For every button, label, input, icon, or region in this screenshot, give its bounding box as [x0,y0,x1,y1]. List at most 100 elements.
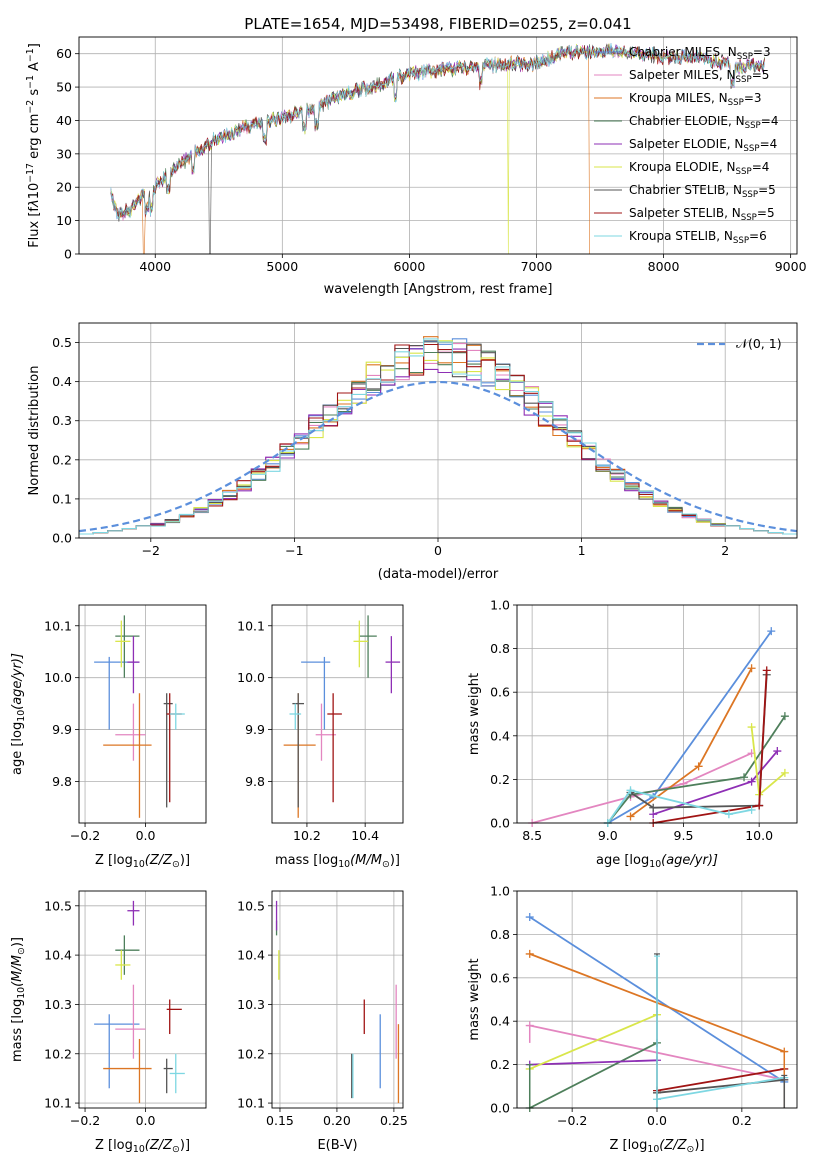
x-tick-label: −0.2 [557,1113,587,1128]
axes-frame [271,604,404,824]
weight-marker [724,810,733,819]
legend: Chabrier MILES, NSSP=3 Salpeter MILES, NS… [594,45,778,246]
axes-frame [78,36,798,255]
weight-line [607,715,786,823]
y-axis-label: Normed distribution [27,366,42,496]
weight-marker [747,777,756,786]
spectrum-line [110,43,765,219]
y-tick-label: 10.0 [237,670,265,685]
weight-line [656,1076,785,1101]
x-tick-label: 9.0 [598,828,618,843]
legend-label: Salpeter ELODIE, NSSP=4 [629,137,777,154]
weight-line [529,1059,658,1066]
y-tick-label: 0.2 [490,772,510,787]
y-axis-label: Flux [fλ10−17 erg cm−2 s−1 A−1] [25,43,42,248]
y-tick-label: 20 [56,180,72,195]
y-tick-label: 0 [64,247,72,262]
y-tick-label: 0.8 [490,927,510,942]
x-axis-label: Z [log10(Z/Z⊙)] [95,853,190,870]
y-tick-label: 9.8 [52,774,72,789]
x-tick-label: 0.25 [380,1113,408,1128]
legend-label: 𝒩(0, 1) [736,336,782,351]
normal-curve [79,380,797,533]
histogram-step [79,338,797,535]
y-tick-label: 10.1 [44,1096,72,1111]
y-tick-label: 9.9 [245,722,265,737]
x-tick-label: 0.20 [323,1113,351,1128]
y-tick-label: 1.0 [490,884,510,899]
age-vs-Z-axes: −0.2 0.0 9.8 9.9 10.0 10.1 Z [log10(Z/Z⊙)] age … [10,604,207,870]
y-tick-label: 0.4 [490,1014,510,1029]
x-tick-label: −2 [142,543,160,558]
y-tick-label: 0.2 [52,452,72,467]
y-tick-label: 10 [56,213,72,228]
legend-label: Kroupa ELODIE, NSSP=4 [629,160,769,177]
legend-label: Salpeter STELIB, NSSP=5 [629,206,775,223]
spectrum-line [110,44,765,218]
x-tick-label: 5000 [266,259,298,274]
y-tick-label: 0.5 [52,335,72,350]
weight-marker [740,773,749,782]
weight-marker [694,762,703,771]
x-tick-label: 2 [721,543,729,558]
y-tick-label: 10.2 [44,1046,72,1061]
x-axis-label: (data-model)/error [378,567,499,582]
spectrum-axes: 4000 5000 6000 7000 8000 9000 0 10 20 30 40 50 60 PLA… [25,15,807,297]
x-tick-label: 8.5 [522,828,542,843]
x-axis-label: Z [log10(Z/Z⊙)] [95,1138,190,1155]
y-tick-label: 0.6 [490,685,510,700]
x-tick-label: 0.0 [136,828,156,843]
y-tick-label: 10.1 [237,1096,265,1111]
axes-frame [78,890,207,1109]
weight-marker [747,664,756,673]
weight-line [629,674,768,809]
x-axis-label: Z [log10(Z/Z⊙)] [609,1138,704,1155]
weight-marker [762,666,771,675]
residuals-axes: −2 −1 0 1 2 0.0 0.1 0.2 0.3 0.4 0.5 (data-model)/er… [27,322,798,582]
x-tick-label: 0.0 [647,1113,667,1128]
y-tick-label: 10.4 [237,948,265,963]
age-vs-mass-axes: 10.2 10.4 9.8 9.9 10.0 10.1 mass [log10(M/M⊙)] [237,604,404,870]
weight-vs-age-axes: 8.5 9.0 9.5 10.0 0.0 0.2 0.4 0.6 0.8 1.0 age [log1… [467,598,798,870]
y-tick-label: 9.9 [52,722,72,737]
axes-frame [516,890,798,1109]
weight-marker [780,768,789,777]
y-tick-label: 50 [56,80,72,95]
x-axis-label: mass [log10(M/M⊙)] [275,853,400,870]
x-tick-label: 9000 [775,259,807,274]
y-tick-label: 9.8 [245,774,265,789]
mass-vs-Z-axes: −0.2 0.0 10.1 10.2 10.3 10.4 10.5 Z [log10(Z/Z⊙… [10,890,207,1155]
y-tick-label: 10.3 [44,997,72,1012]
x-tick-label: 10.4 [351,828,379,843]
spectrum-line [110,45,590,254]
y-tick-label: 10.5 [44,898,72,913]
x-tick-label: 0.0 [136,1113,156,1128]
weight-marker [747,723,756,732]
weight-marker [767,627,776,636]
y-axis-label: mass [log10(M/M⊙)] [10,937,27,1062]
y-tick-label: 0.8 [490,641,510,656]
y-tick-label: 10.2 [237,1046,265,1061]
y-tick-label: 0.4 [52,374,72,389]
y-tick-label: 0.3 [52,413,72,428]
legend-label: Kroupa STELIB, NSSP=6 [629,229,767,246]
weight-line [656,1068,785,1092]
x-tick-label: 1 [578,543,586,558]
y-tick-label: 10.4 [44,948,72,963]
x-tick-label: −0.2 [70,1113,100,1128]
weight-line [529,1013,658,1070]
weight-marker [773,747,782,756]
axes-frame [271,890,404,1109]
x-tick-label: 0.15 [266,1113,294,1128]
x-tick-label: 10.2 [293,828,321,843]
x-tick-label: 8000 [648,259,680,274]
x-tick-label: −1 [285,543,303,558]
y-tick-label: 0.6 [490,970,510,985]
weight-marker [626,812,635,821]
weight-marker [626,786,635,795]
x-tick-label: 4000 [139,259,171,274]
y-axis-label: mass weight [467,673,482,755]
x-axis-label: wavelength [Angstrom, rest frame] [324,282,553,297]
mass-vs-ebv-axes: 0.15 0.20 0.25 10.1 10.2 10.3 10.4 10.5 E(B-V) [237,890,408,1153]
